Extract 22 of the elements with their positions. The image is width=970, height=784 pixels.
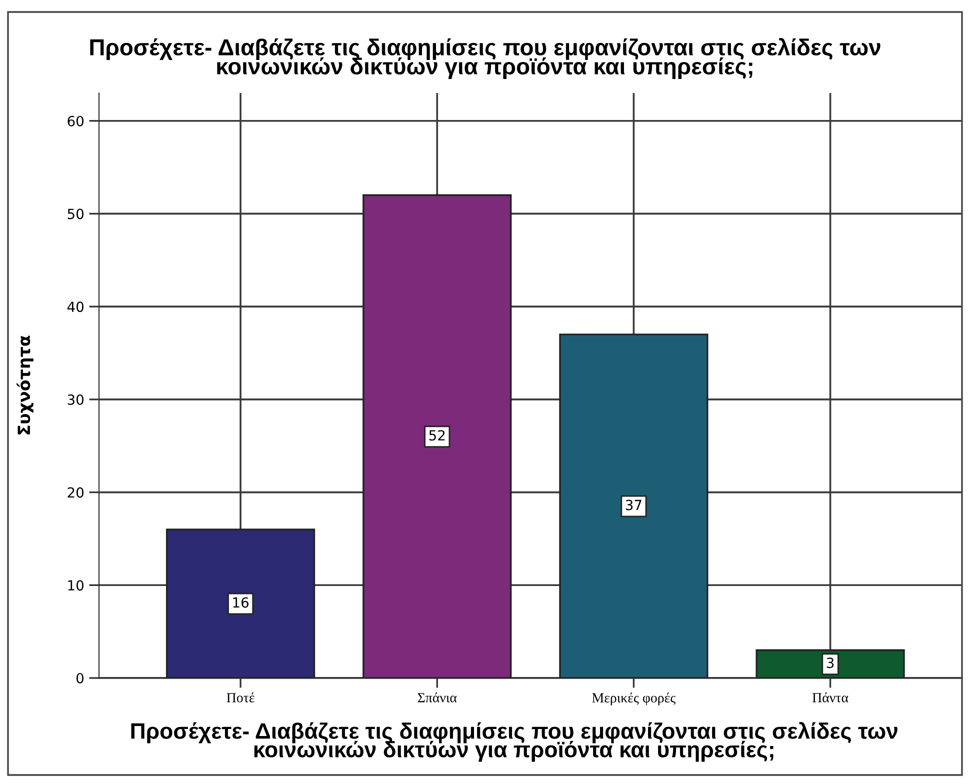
y-axis-title: Συχνότητα — [16, 336, 34, 434]
x-axis-title: Προσέχετε- Διαβάζετε τις διαφημίσεις που εμφανίζονται στις σελίδες των κοινωνικών δικτύων για προϊόντα και υπηρεσίες; — [131, 722, 898, 762]
y-tick-label: 50 — [68, 208, 84, 220]
y-tick-label: 20 — [68, 487, 84, 498]
bar — [362, 194, 512, 678]
bar — [756, 649, 905, 678]
data-label: 37 — [626, 500, 642, 510]
x-tick-label: Μερικές φορές — [592, 692, 676, 706]
data-label: 3 — [826, 658, 834, 668]
chart-title: Προσέχετε- Διαβάζετε τις διαφημίσεις που εμφανίζονται στις σελίδες των κοινωνικών δικτύων για προϊόντα και υπηρεσίες; — [90, 38, 880, 80]
y-tick-label: 60 — [68, 116, 84, 126]
x-tick-label: Πάντα — [812, 692, 848, 702]
x-tick-label: Σπάνια — [418, 692, 457, 702]
y-tick-label: 10 — [68, 580, 84, 591]
data-label: 16 — [233, 597, 248, 608]
y-tick-label: 30 — [68, 394, 84, 405]
x-tick-label: Ποτέ — [226, 692, 254, 702]
bar — [559, 334, 708, 678]
y-tick-label: 0 — [76, 672, 84, 684]
y-tick-label: 40 — [67, 302, 84, 312]
data-label: 52 — [429, 430, 445, 441]
bar — [166, 528, 316, 678]
